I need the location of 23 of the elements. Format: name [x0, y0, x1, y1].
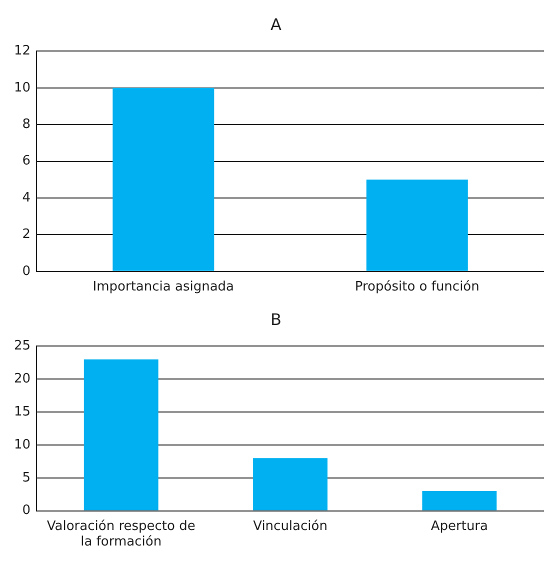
x-tick-label: Propósito o función — [354, 280, 480, 295]
y-tick-label: 0 — [22, 264, 31, 279]
y-tick-label: 10 — [14, 80, 31, 96]
x-tick-label: Apertura — [430, 518, 488, 534]
y-tick-label: 6 — [22, 154, 31, 169]
bar — [422, 491, 497, 510]
x-tick-label: Importancia asignada — [92, 280, 234, 295]
chart-title: B — [270, 310, 282, 329]
y-tick-label: 2 — [22, 227, 31, 242]
y-tick-label: 15 — [14, 404, 31, 420]
y-tick-label: 20 — [14, 371, 31, 386]
y-tick-label: 10 — [14, 437, 31, 452]
bar — [253, 458, 328, 510]
chart-title: A — [270, 14, 282, 34]
y-tick-label: 0 — [22, 503, 31, 518]
y-tick-label: 12 — [14, 44, 31, 59]
x-tick-label: Vinculación — [253, 518, 328, 534]
y-tick-label: 25 — [14, 338, 31, 354]
bar — [84, 359, 158, 510]
x-tick-label: Valoración respecto de la formación — [46, 518, 196, 550]
y-tick-label: 4 — [22, 190, 31, 206]
y-tick-label: 8 — [22, 116, 31, 132]
y-tick-label: 5 — [22, 470, 31, 486]
